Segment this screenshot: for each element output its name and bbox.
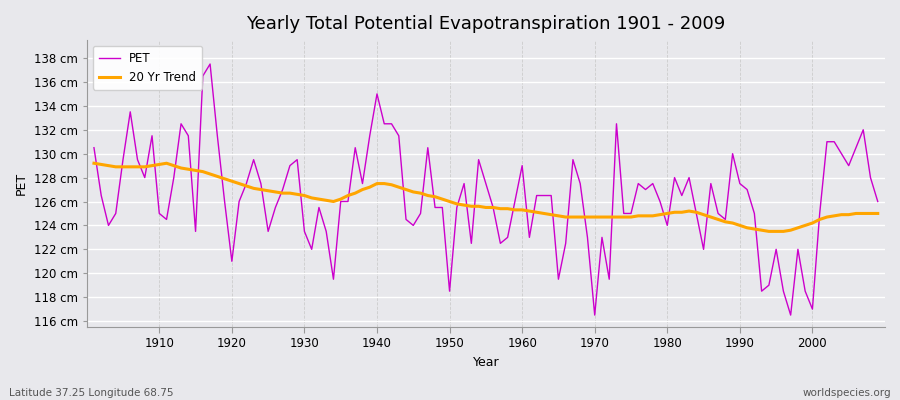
Legend: PET, 20 Yr Trend: PET, 20 Yr Trend <box>93 46 202 90</box>
PET <box>524 235 535 240</box>
20 Yr Trend <box>147 163 158 168</box>
20 Yr Trend <box>763 229 774 234</box>
20 Yr Trend <box>517 208 527 212</box>
PET <box>517 163 527 168</box>
X-axis label: Year: Year <box>472 356 500 369</box>
Text: Latitude 37.25 Longitude 68.75: Latitude 37.25 Longitude 68.75 <box>9 388 174 398</box>
20 Yr Trend <box>604 215 615 220</box>
20 Yr Trend <box>350 191 361 196</box>
PET <box>147 133 158 138</box>
PET <box>618 211 629 216</box>
Text: worldspecies.org: worldspecies.org <box>803 388 891 398</box>
Y-axis label: PET: PET <box>15 172 28 195</box>
20 Yr Trend <box>872 211 883 216</box>
Line: PET: PET <box>94 64 878 315</box>
20 Yr Trend <box>88 161 99 166</box>
PET <box>88 145 99 150</box>
PET <box>313 205 324 210</box>
PET <box>872 199 883 204</box>
Line: 20 Yr Trend: 20 Yr Trend <box>94 163 878 231</box>
PET <box>204 62 215 66</box>
20 Yr Trend <box>306 196 317 200</box>
PET <box>357 181 368 186</box>
20 Yr Trend <box>509 208 520 212</box>
PET <box>590 313 600 318</box>
Title: Yearly Total Potential Evapotranspiration 1901 - 2009: Yearly Total Potential Evapotranspiratio… <box>247 15 725 33</box>
